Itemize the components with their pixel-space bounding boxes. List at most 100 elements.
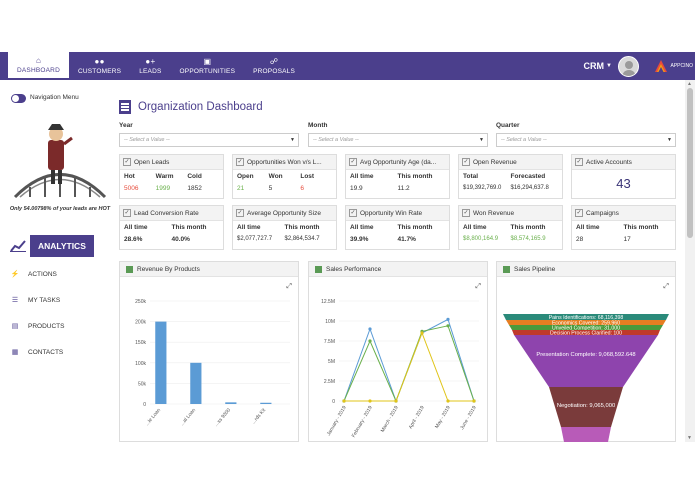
y-tick-label: 250k xyxy=(135,299,146,305)
cart-icon: ▤ xyxy=(11,323,19,330)
x-tick-label: June - 2019 xyxy=(459,405,478,431)
data-point xyxy=(368,327,372,331)
sales-pipeline-funnel: Pains Identifications: 68,116,398Economi… xyxy=(503,314,669,442)
nav-opportunities[interactable]: ▣ OPPORTUNITIES xyxy=(179,57,236,75)
scroll-up-icon[interactable]: ▲ xyxy=(687,81,692,87)
handshake-icon: ☍ xyxy=(269,57,279,66)
check-icon: ✓ xyxy=(349,209,357,217)
page-scrollbar[interactable]: ▲ ▼ xyxy=(685,80,695,442)
card-avg-opportunity-size[interactable]: ✓ Average Opportunity Size All time $2,077… xyxy=(232,205,337,250)
card-won-revenue[interactable]: ✓ Won Revenue All time $8,800,164.9 This m… xyxy=(458,205,563,250)
hot-leads-illustration xyxy=(13,124,107,199)
page-title: Organization Dashboard xyxy=(119,100,263,114)
building-icon xyxy=(119,100,131,114)
sidebar-item-actions[interactable]: ⚡ ACTIONS xyxy=(10,270,57,279)
y-tick-label: 150k xyxy=(135,340,146,346)
data-point xyxy=(472,399,476,403)
month-label: Month xyxy=(308,122,328,129)
y-tick-label: 5M xyxy=(328,359,335,365)
chart-panel-icon xyxy=(503,265,510,273)
app-frame: ⌂ DASHBOARD ●● CUSTOMERS ●+ LEADS ▣ OPPO… xyxy=(0,52,695,442)
panel-sales-performance: Sales Performance ⤢ 12.5M 10M 7.5M 5M 2.5M 0 J… xyxy=(308,261,488,442)
card-open-revenue[interactable]: ✓ Open Revenue Total $19,392,769.0 Forecas… xyxy=(458,154,563,199)
line-chart-icon xyxy=(10,240,26,252)
app-switcher[interactable]: CRM ▼ xyxy=(584,52,639,80)
x-tick-label: February - 2019 xyxy=(351,405,374,439)
x-tick-label: March - 2019 xyxy=(380,405,400,434)
nav-dashboard[interactable]: ⌂ DASHBOARD xyxy=(8,52,69,80)
chart-panel-icon xyxy=(315,265,322,273)
funnel-stage xyxy=(506,320,666,325)
expand-icon[interactable]: ⤢ xyxy=(475,283,481,290)
nav-proposals[interactable]: ☍ PROPOSALS xyxy=(253,57,296,75)
quarter-select[interactable]: -- Select a Value -- ▼ xyxy=(496,133,676,147)
card-avg-opportunity-age[interactable]: ✓ Avg Opportunity Age (da... All time 19.9… xyxy=(345,154,450,199)
top-nav-bar: ⌂ DASHBOARD ●● CUSTOMERS ●+ LEADS ▣ OPPO… xyxy=(0,52,695,80)
funnel-stage xyxy=(503,314,669,320)
data-point xyxy=(368,339,372,343)
card-opportunity-win-rate[interactable]: ✓ Opportunity Win Rate All time 39.9% This… xyxy=(345,205,450,250)
nav-menu-label: Navigation Menu xyxy=(30,94,79,101)
x-tick-label: ...ss 9300 xyxy=(213,407,232,428)
year-select[interactable]: -- Select a Value -- ▼ xyxy=(119,133,299,147)
bar xyxy=(225,402,237,404)
card-open-leads[interactable]: ✓ Open Leads Hot 5006 Warm 1999 Cold 1852 xyxy=(119,154,224,199)
nav-customers[interactable]: ●● CUSTOMERS xyxy=(77,57,122,75)
chevron-down-icon: ▼ xyxy=(479,137,484,143)
nav-menu-toggle[interactable] xyxy=(11,94,26,103)
x-tick-label: ...rds Kit xyxy=(251,407,268,425)
nav-leads[interactable]: ●+ LEADS xyxy=(139,57,162,75)
sidebar-item-my-tasks[interactable]: ☰ MY TASKS xyxy=(11,296,61,305)
avatar[interactable] xyxy=(618,55,639,77)
x-tick-label: April - 2019 xyxy=(408,405,426,430)
revenue-bar-chart: 250k 200k 150k 100k 50k 0...le Loan ...al Loan… xyxy=(135,299,290,428)
card-opportunities-won[interactable]: ✓ Opportunities Won v/s L... Open 21 Won 5 … xyxy=(232,154,337,199)
analytics-button[interactable]: ANALYTICS xyxy=(30,235,94,257)
series-line xyxy=(343,318,475,403)
y-tick-label: 0 xyxy=(332,399,335,405)
users-icon: ●● xyxy=(94,57,105,66)
data-point xyxy=(368,399,372,403)
sidebar-item-products[interactable]: ▤ PRODUCTS xyxy=(11,322,65,331)
data-point xyxy=(446,317,450,321)
series-line xyxy=(343,325,475,403)
active-accounts-value: 43 xyxy=(616,176,631,191)
analytics-section[interactable]: ANALYTICS xyxy=(10,235,94,257)
scrollbar-thumb[interactable] xyxy=(687,88,693,238)
month-select[interactable]: -- Select a Value -- ▼ xyxy=(308,133,488,147)
data-point xyxy=(446,399,450,403)
card-campaigns[interactable]: ✓ Campaigns All time 28 This month 17 xyxy=(571,205,676,250)
y-tick-label: 7.5M xyxy=(324,339,335,345)
y-tick-label: 2.5M xyxy=(324,379,335,385)
expand-icon[interactable]: ⤢ xyxy=(286,283,292,290)
check-icon: ✓ xyxy=(575,209,583,217)
funnel-stage xyxy=(561,427,611,442)
briefcase-icon: ▣ xyxy=(203,57,212,66)
check-icon: ✓ xyxy=(236,158,244,166)
sidebar-item-contacts[interactable]: ▦ CONTACTS xyxy=(11,348,64,357)
check-icon: ✓ xyxy=(349,158,357,166)
scroll-down-icon[interactable]: ▼ xyxy=(687,435,692,441)
card-lead-conversion[interactable]: ✓ Lead Conversion Rate All time 28.6% This… xyxy=(119,205,224,250)
brand-logo: APPCINO xyxy=(654,52,693,80)
quarter-label: Quarter xyxy=(496,122,520,129)
panel-sales-pipeline: Sales Pipeline ⤢ Pains Identifications: … xyxy=(496,261,676,442)
id-card-icon: ▦ xyxy=(11,349,19,356)
y-tick-label: 12.5M xyxy=(321,299,335,305)
y-tick-label: 200k xyxy=(135,320,146,326)
year-label: Year xyxy=(119,122,133,129)
check-icon: ✓ xyxy=(123,158,131,166)
card-active-accounts[interactable]: ✓ Active Accounts 43 xyxy=(571,154,676,199)
bolt-icon: ⚡ xyxy=(10,271,20,278)
funnel-stage xyxy=(549,387,623,427)
y-tick-label: 50k xyxy=(138,381,147,387)
data-point xyxy=(394,399,398,403)
check-icon: ✓ xyxy=(462,209,470,217)
expand-icon[interactable]: ⤢ xyxy=(663,283,669,290)
chevron-down-icon: ▼ xyxy=(290,137,295,143)
check-icon: ✓ xyxy=(236,209,244,217)
y-tick-label: 100k xyxy=(135,361,146,367)
appcino-logo-icon xyxy=(655,60,668,72)
funnel-stage-label: Economics Covered: 259,960 xyxy=(552,320,620,326)
